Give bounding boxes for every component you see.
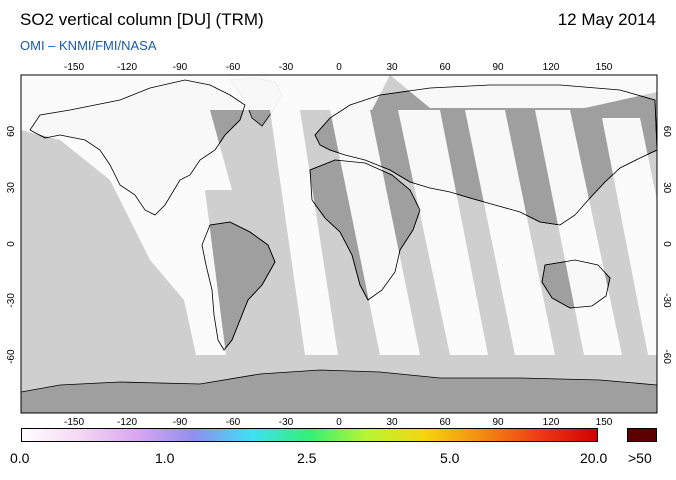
lon-tick-label-top: 150 [596, 62, 613, 73]
lon-tick-label-bottom: 0 [336, 417, 342, 428]
lon-tick-label-bottom: 120 [543, 417, 560, 428]
retrieval-swaths [21, 75, 657, 355]
lat-tick-label-left: 60 [6, 125, 17, 137]
lon-tick-label-top: -150 [64, 62, 84, 73]
lat-tick-label-left: 0 [6, 241, 17, 247]
lat-tick-label-right: -30 [661, 293, 672, 308]
map-title: SO2 vertical column [DU] (TRM) [20, 10, 264, 29]
lon-tick-label-top: 60 [439, 62, 451, 73]
so2-colorbar [21, 428, 598, 442]
lon-tick-label-top: 30 [386, 62, 398, 73]
colorbar-label-1: 1.0 [155, 450, 175, 466]
swath-6 [535, 110, 622, 355]
lon-tick-label-bottom: 60 [439, 417, 451, 428]
colorbar-label-0: 0.0 [10, 450, 30, 466]
lon-tick-label-bottom: -120 [117, 417, 137, 428]
lat-tick-label-left: -60 [6, 349, 17, 364]
lat-tick-label-left: 30 [6, 182, 17, 194]
lat-ticks-right: 60 30 0 -30 -60 [661, 126, 672, 365]
lon-tick-label-bottom: -90 [173, 417, 188, 428]
map-date: 12 May 2014 [557, 10, 656, 29]
swath-5 [465, 110, 555, 355]
colorbar-label-overflow: >50 [628, 450, 652, 466]
map-frame [20, 74, 658, 414]
overflow-swatch [627, 428, 657, 442]
lon-tick-label-top: -90 [173, 62, 188, 73]
antarctica-land [21, 369, 657, 413]
swath-polar-north [390, 75, 657, 108]
lon-tick-label-bottom: 150 [596, 417, 613, 428]
lat-ticks-left: 60 30 0 -30 -60 [6, 125, 17, 364]
lon-tick-label-top: -30 [279, 62, 294, 73]
lon-tick-label-bottom: 90 [492, 417, 504, 428]
colorbar-label-3: 5.0 [440, 450, 460, 466]
lon-tick-label-top: 120 [543, 62, 560, 73]
lat-tick-label-right: -60 [661, 349, 672, 364]
swath-1 [21, 75, 390, 355]
colorbar-label-2: 2.5 [297, 450, 317, 466]
lon-tick-label-top: 90 [492, 62, 504, 73]
colorbar-label-4: 20.0 [580, 450, 608, 466]
swath-4 [398, 110, 488, 355]
lat-tick-label-right: 0 [661, 241, 672, 247]
lon-tick-label-bottom: 30 [386, 417, 398, 428]
swath-2 [270, 110, 338, 355]
lon-tick-label-top: -60 [226, 62, 241, 73]
lon-tick-label-top: 0 [336, 62, 342, 73]
lat-tick-label-right: 60 [661, 126, 672, 138]
swath-3 [330, 110, 420, 355]
lon-tick-label-top: -120 [117, 62, 137, 73]
lat-tick-label-right: 30 [661, 182, 672, 194]
lon-tick-label-bottom: -30 [279, 417, 294, 428]
coastlines [29, 79, 657, 351]
lon-ticks-top: -150 -120 -90 -60 -30 0 30 60 90 120 150 [64, 62, 613, 73]
swath-7 [602, 118, 657, 355]
data-credit: OMI – KNMI/FMI/NASA [20, 38, 157, 53]
lon-tick-label-bottom: -150 [64, 417, 84, 428]
lon-ticks-bottom: -150 -120 -90 -60 -30 0 30 60 90 120 150 [64, 417, 613, 428]
lat-tick-label-left: -30 [6, 293, 17, 308]
lon-tick-label-bottom: -60 [226, 417, 241, 428]
